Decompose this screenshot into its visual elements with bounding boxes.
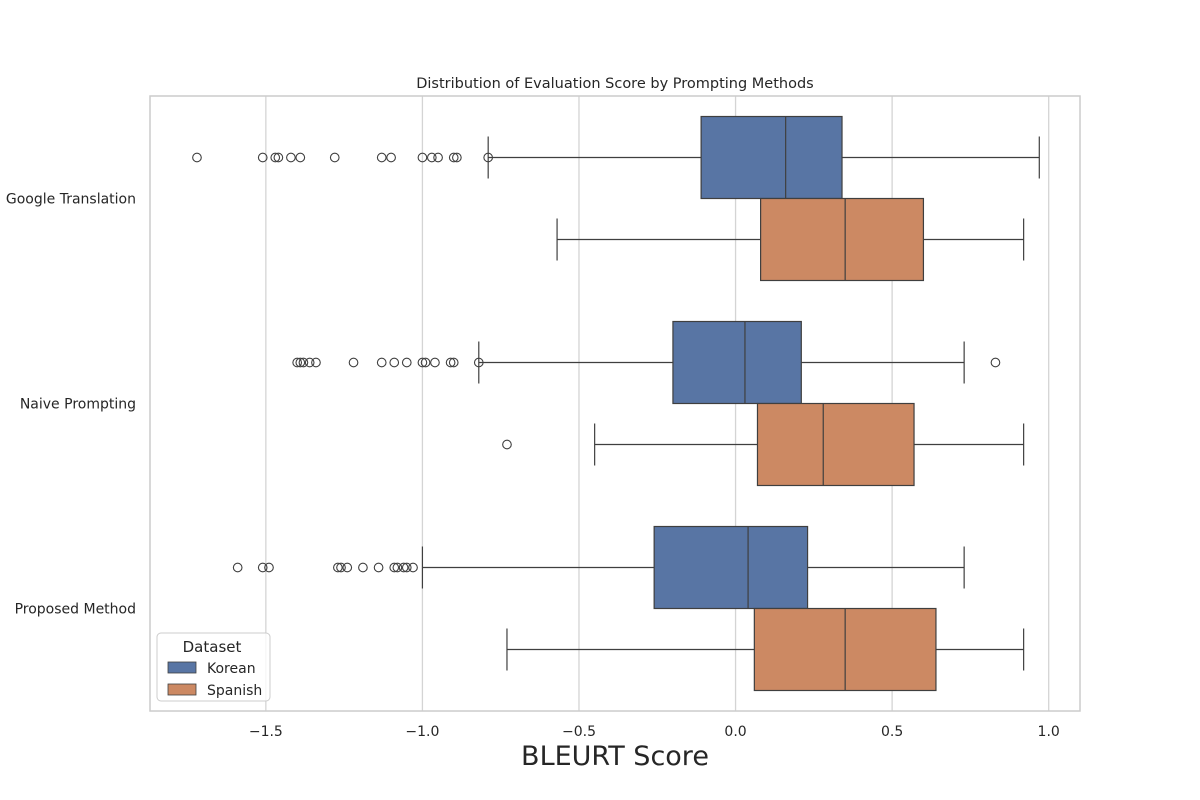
x-axis-label: BLEURT Score: [521, 741, 709, 772]
outlier-point-korean: [417, 357, 428, 368]
outlier-point-korean: [336, 562, 346, 573]
outlier-point-korean: [386, 152, 396, 163]
outlier-point-korean: [430, 357, 440, 368]
box-korean: [653, 525, 809, 610]
legend-title: Dataset: [183, 638, 242, 656]
outlier-point-korean: [264, 562, 274, 573]
outlier-point-korean: [483, 152, 494, 163]
outlier-point-korean: [448, 152, 459, 163]
legend: Dataset Korean Spanish: [156, 632, 271, 702]
outlier-point-korean: [292, 357, 303, 368]
box-series: [421, 115, 1040, 692]
x-tick-label: −0.5: [562, 724, 596, 740]
outlier-point-korean: [342, 562, 353, 573]
outlier-point-korean: [445, 357, 456, 368]
outlier-point-korean: [358, 562, 368, 573]
outlier-point-korean: [329, 152, 340, 163]
legend-swatch-korean: [167, 661, 197, 674]
outlier-point-korean: [448, 357, 459, 368]
x-tick-label: 0.0: [724, 724, 746, 740]
box-spanish: [756, 402, 915, 487]
outlier-point-korean: [392, 562, 403, 573]
chart-title: Distribution of Evaluation Score by Prom…: [416, 76, 814, 92]
outlier-point-korean: [401, 357, 412, 368]
plot-frame: [149, 95, 1081, 712]
outlier-point-korean: [452, 152, 462, 163]
outlier-point-korean: [304, 357, 315, 368]
outlier-point-korean: [398, 562, 409, 573]
x-tick-label: 0.5: [881, 724, 903, 740]
outlier-point-korean: [192, 152, 202, 163]
box-spanish: [760, 197, 925, 282]
y-tick-label-naive-prompting: Naive Prompting: [20, 397, 136, 413]
outlier-point-korean: [420, 357, 431, 368]
x-tick-label: −1.0: [405, 724, 439, 740]
outlier-point-korean: [311, 357, 321, 368]
legend-swatch-spanish: [167, 683, 197, 696]
outlier-point-korean: [417, 152, 428, 163]
outlier-point-korean: [401, 562, 412, 573]
outlier-point-korean: [389, 562, 400, 573]
outlier-point-korean: [348, 357, 359, 368]
outlier-point-korean: [426, 152, 437, 163]
y-tick-label-proposed-method: Proposed Method: [15, 602, 136, 618]
x-tick-label: 1.0: [1038, 724, 1060, 740]
outlier-point-korean: [408, 562, 418, 573]
x-tick-label: −1.5: [249, 724, 283, 740]
outlier-point-korean: [473, 357, 484, 368]
legend-label-spanish: Spanish: [207, 683, 262, 699]
legend-label-korean: Korean: [207, 661, 256, 677]
outlier-point-korean: [298, 357, 309, 368]
outlier-point-korean: [257, 562, 268, 573]
outlier-point-spanish: [502, 439, 512, 450]
outlier-point-korean: [295, 357, 306, 368]
box-korean: [672, 320, 802, 405]
y-tick-label-google-translation: Google Translation: [6, 192, 136, 208]
outlier-point-korean: [389, 357, 400, 368]
outlier-point-korean: [270, 152, 281, 163]
outlier-point-korean: [295, 152, 306, 163]
plot-border: [149, 95, 1081, 712]
axes: −1.5 −1.0 −0.5 0.0 0.5 1.0 Google Translation N…: [6, 192, 1060, 741]
outlier-point-korean: [376, 357, 387, 368]
outlier-point-korean: [376, 152, 387, 163]
outlier-point-korean: [373, 562, 384, 573]
outlier-point-korean: [273, 152, 284, 163]
outlier-point-korean: [990, 357, 1001, 368]
outlier-point-korean: [433, 152, 443, 163]
outlier-points: [192, 152, 1001, 573]
outlier-point-korean: [257, 152, 268, 163]
outlier-point-korean: [333, 562, 343, 573]
outlier-point-korean: [232, 562, 243, 573]
outlier-point-korean: [286, 152, 296, 163]
box-korean: [700, 115, 843, 200]
